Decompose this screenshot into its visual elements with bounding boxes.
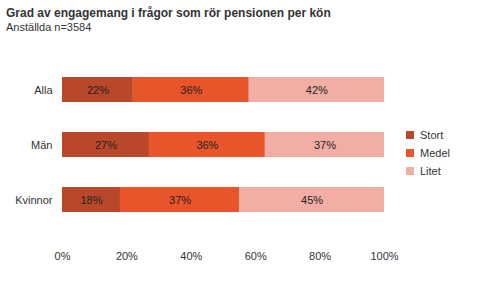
svg-text:Alla: Alla (34, 84, 53, 96)
svg-text:37%: 37% (169, 194, 191, 206)
svg-text:22%: 22% (87, 84, 109, 96)
svg-text:36%: 36% (196, 139, 218, 151)
svg-text:100%: 100% (370, 250, 398, 262)
svg-text:40%: 40% (180, 250, 202, 262)
svg-text:37%: 37% (314, 139, 336, 151)
svg-text:Män: Män (31, 139, 52, 151)
svg-text:18%: 18% (80, 194, 102, 206)
svg-text:42%: 42% (306, 84, 328, 96)
svg-text:36%: 36% (180, 84, 202, 96)
html-text:Anställda n=3584: Anställda n=3584 (6, 21, 92, 33)
html-text:Medel: Medel (420, 147, 450, 159)
svg-text:0%: 0% (55, 250, 71, 262)
svg-text:20%: 20% (116, 250, 138, 262)
svg-text:80%: 80% (309, 250, 331, 262)
svg-text:27%: 27% (95, 139, 117, 151)
html-text:Stort: Stort (420, 129, 444, 141)
html-text:Grad av engagemang i frågor so: Grad av engagemang i frågor som rör pens… (6, 6, 331, 20)
svg-text:60%: 60% (245, 250, 267, 262)
svg-text:45%: 45% (301, 194, 323, 206)
html-text:Litet: Litet (420, 165, 441, 177)
svg-text:Kvinnor: Kvinnor (15, 194, 53, 206)
